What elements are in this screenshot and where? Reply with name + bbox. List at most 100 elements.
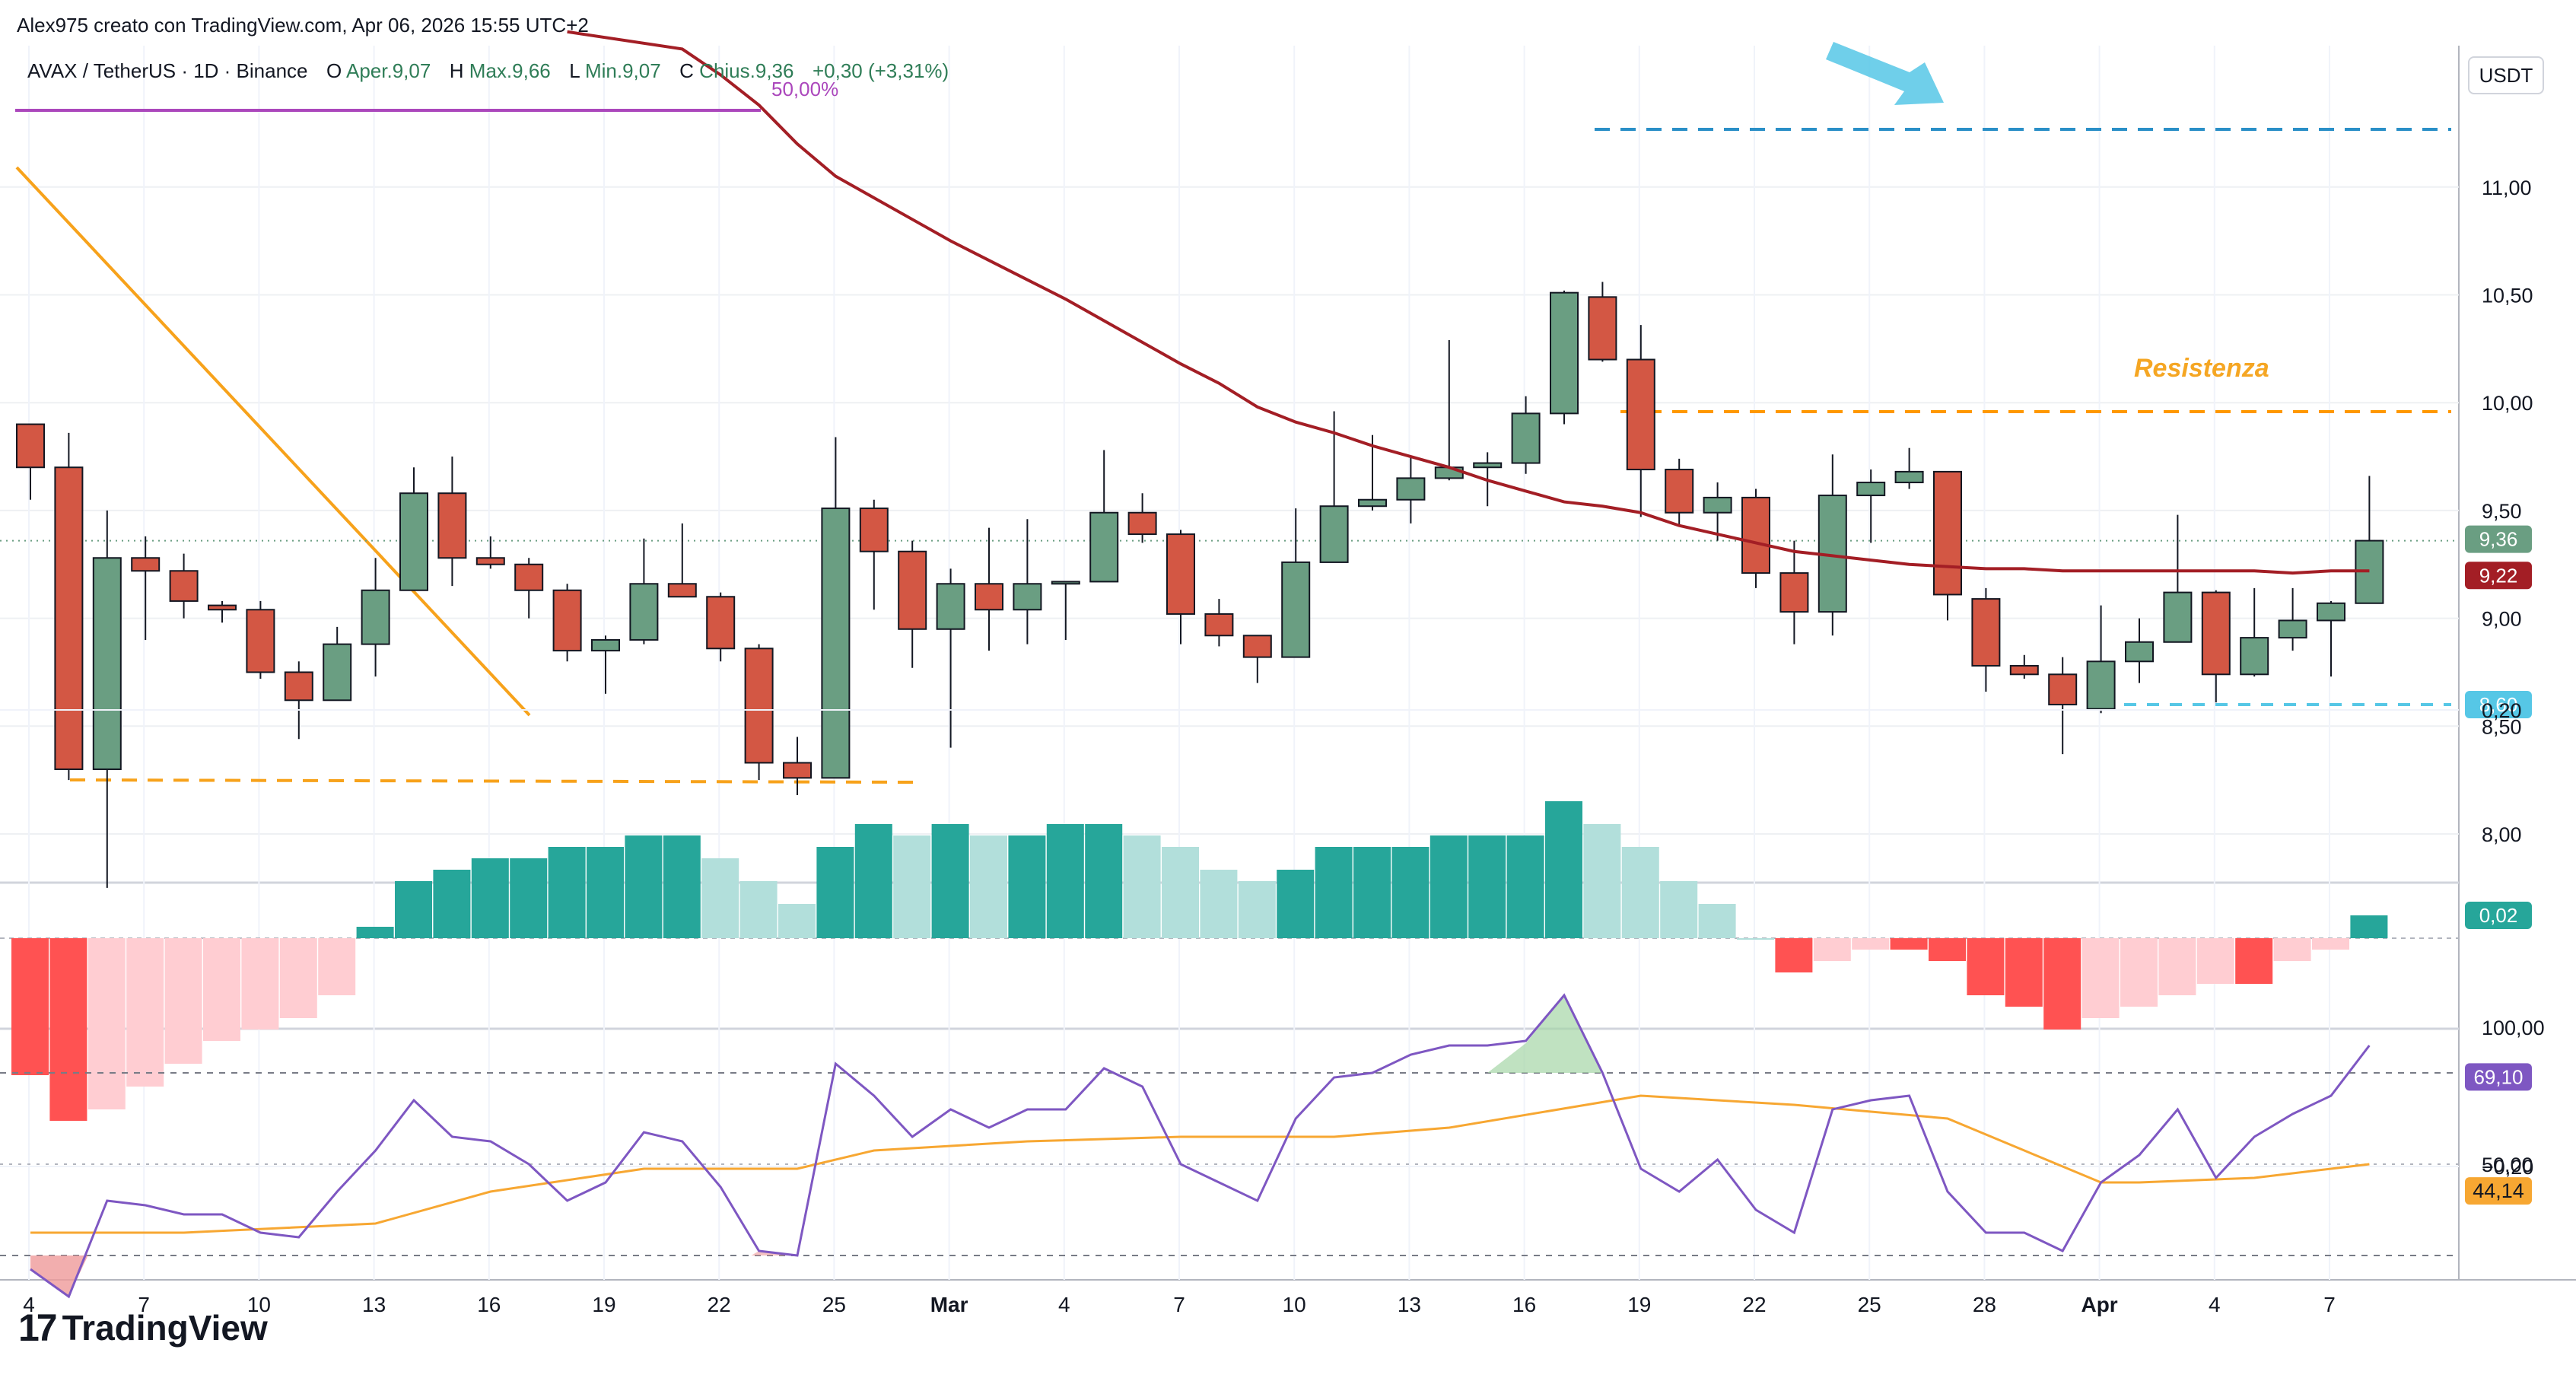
candle-body [1434,466,1464,479]
support-price-badge-bg [2465,690,2532,718]
high-label: H [449,59,464,82]
price-tick-label: 9,00 [2482,608,2522,631]
rsi-ma-badge: 44,14 [2473,1179,2524,1202]
macd-value-badge-bg [2465,902,2532,929]
macd-histogram-bar [1468,835,1506,938]
moving-average-line [567,30,2370,575]
macd-histogram-bar [318,938,356,995]
macd-histogram-bar [433,870,471,938]
macd-histogram-bar [1238,881,1276,938]
candle-body [1319,505,1349,563]
close-value: Chius.9,36 [699,59,794,82]
rsi-line [30,993,2371,1299]
macd-histogram-bar [1200,870,1238,938]
candle-body [92,557,122,770]
macd-histogram-bar [510,858,548,938]
macd-histogram-bar [1813,938,1851,961]
candle-body [2125,641,2154,663]
symbol-name[interactable]: AVAX / TetherUS · 1D · Binance [27,59,308,82]
high-value: Max.9,66 [469,59,551,82]
macd-histogram-bar [970,835,1007,938]
candle-body [1281,561,1311,658]
macd-histogram-bar [663,835,701,938]
candle-body [2048,673,2078,705]
time-tick-label: 7 [138,1293,150,1316]
macd-histogram-bar [1890,938,1928,950]
rsi-tick-label: 50,00 [2482,1154,2533,1176]
macd-histogram-bar [1545,801,1582,938]
macd-histogram-bar [587,847,624,938]
macd-histogram-bar [1698,904,1736,938]
candle-body [131,557,161,572]
macd-histogram-bar [1353,847,1391,938]
macd-histogram-bar [471,858,509,938]
macd-value-badge: 0,02 [2479,904,2518,927]
candle-body [1894,470,1924,484]
candle-body [169,570,199,602]
candle-body [1242,635,1272,658]
candle-body [629,583,659,641]
time-tick-label: Mar [930,1293,968,1316]
macd-histogram-bar [893,835,931,938]
macd-histogram-bar [1085,824,1123,938]
macd-histogram-bar [1277,870,1315,938]
rsi-oversold-fill [751,1251,821,1255]
time-tick-label: Apr [2081,1293,2117,1316]
currency-button[interactable]: USDT [2468,56,2544,94]
rsi-value-badge: 69,10 [2473,1065,2523,1088]
candle-body [323,643,352,702]
low-value: Min.9,07 [584,59,661,82]
downtrend-line [15,166,531,717]
time-tick-label: 25 [1858,1293,1881,1316]
candle-body [1358,498,1387,508]
macd-histogram-bar [2312,938,2349,950]
macd-histogram-bar [164,938,202,1064]
candle-body [2009,664,2039,676]
macd-histogram-bar [1008,835,1046,938]
tradingview-logo-text: TradingView [62,1308,268,1348]
low-label: L [569,59,580,82]
price-tick-label: 8,00 [2482,823,2522,846]
price-tick-label: 10,50 [2482,285,2533,307]
price-tick-label: 8,50 [2482,715,2522,738]
candle-body [1856,482,1886,497]
rsi-tick-label: 100,00 [2482,1017,2545,1039]
macd-tick-label: 0,20 [2482,699,2522,722]
macd-histogram-bar [2235,938,2273,984]
candle-body [1127,511,1157,536]
candle-body [361,589,390,645]
macd-histogram-bar [1315,847,1353,938]
candle-body [1665,469,1694,514]
macd-histogram-bar [1583,824,1621,938]
candle-body [54,466,84,770]
ma-price-badge: 9,22 [2479,564,2518,587]
macd-histogram-bar [2158,938,2196,995]
last-price-badge-bg [2465,525,2532,553]
candle-body [2086,660,2116,710]
macd-histogram-bar [49,938,87,1121]
candle-body [706,596,736,650]
macd-histogram-bar [87,938,126,1109]
macd-histogram-bar [1506,835,1544,938]
macd-histogram-bar [1621,847,1659,938]
tradingview-logo: 17 TradingView [18,1305,268,1351]
candle-body [1396,477,1426,501]
candle-body [1473,462,1503,469]
macd-histogram-bar [395,881,432,938]
open-value: Aper.9,07 [346,59,431,82]
macd-histogram-bar [1852,938,1890,950]
candle-body [591,638,620,652]
candle-body [1971,598,2001,667]
macd-histogram-bar [1967,938,2005,995]
close-label: C [679,59,694,82]
time-tick-label: 25 [822,1293,846,1316]
time-tick-label: 4 [23,1293,35,1316]
macd-histogram-bar [2043,938,2081,1030]
candle-body [1051,581,1080,585]
candle-body [859,508,889,552]
price-tick-label: 9,50 [2482,500,2522,523]
time-tick-label: 10 [1283,1293,1306,1316]
macd-histogram-bar [816,847,854,938]
candle-body [1626,358,1655,471]
candle-body [2240,637,2269,676]
